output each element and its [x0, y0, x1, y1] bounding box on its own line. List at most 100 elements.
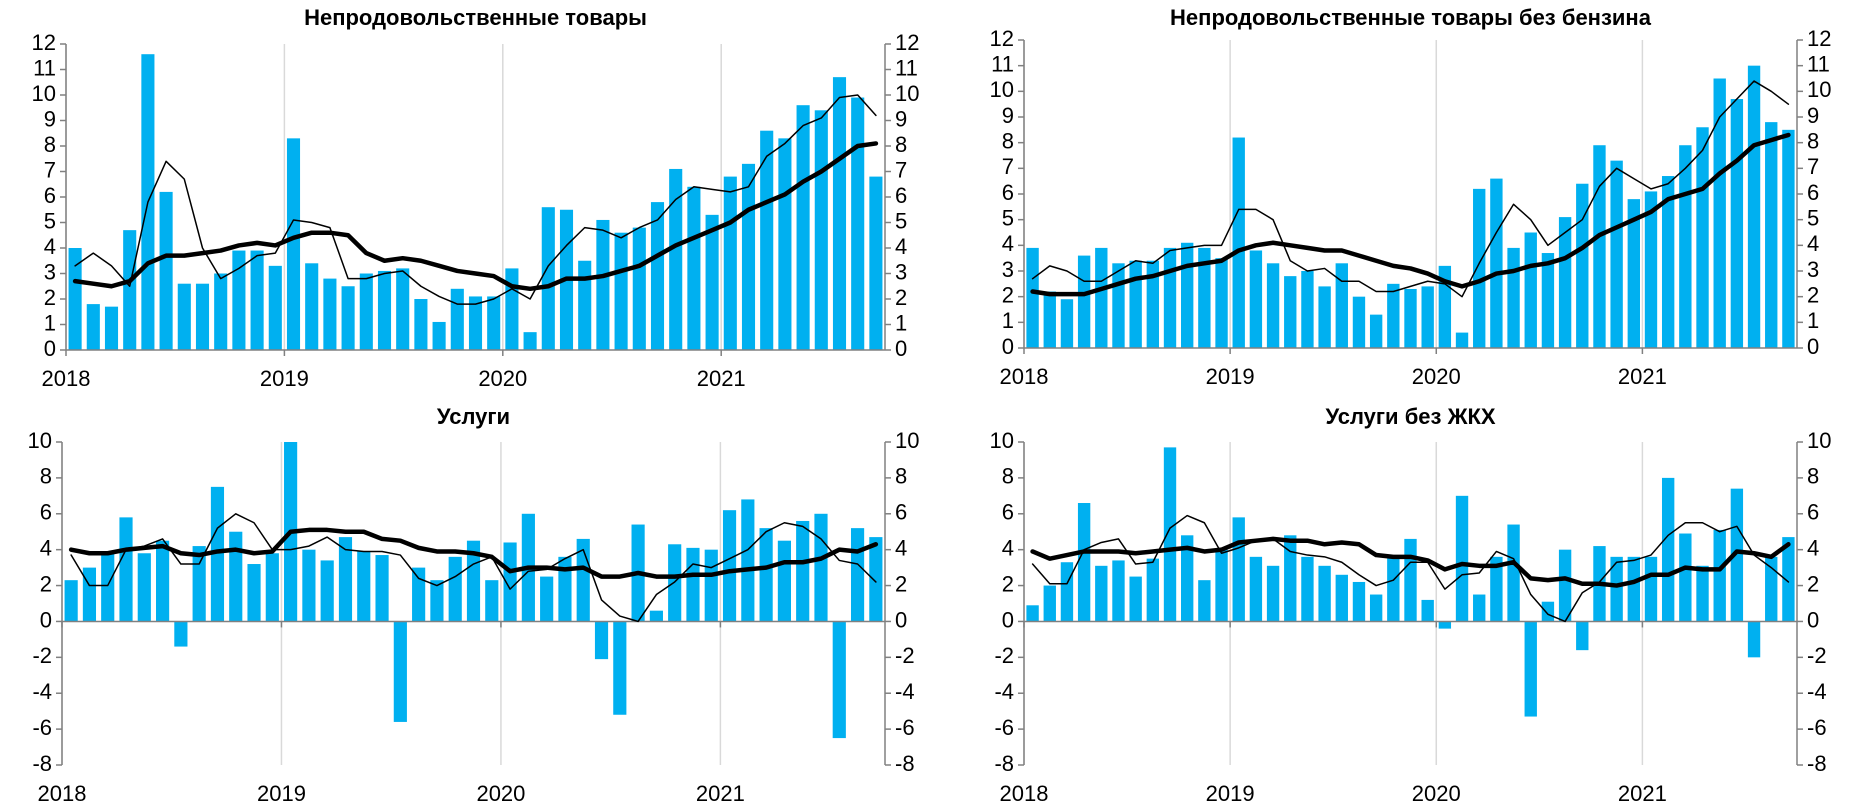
bar — [1146, 260, 1160, 348]
y2-tick-label: 5 — [895, 208, 907, 233]
bar — [1747, 65, 1761, 349]
y-tick-label: 2 — [1002, 282, 1014, 307]
line — [1030, 132, 1791, 297]
y2-tick-label: -8 — [1807, 751, 1827, 776]
bar — [302, 549, 316, 622]
y-tick-label: -2 — [994, 643, 1014, 668]
y2-tick-label: 6 — [895, 183, 907, 208]
y-tick-label: -8 — [32, 751, 52, 776]
bar — [1627, 556, 1640, 622]
bar — [156, 540, 170, 622]
bar — [1627, 199, 1640, 348]
bar — [705, 214, 719, 350]
bar — [1249, 556, 1263, 622]
bar — [104, 306, 119, 350]
y2-tick-label: 11 — [1807, 51, 1830, 76]
bar — [650, 202, 665, 350]
y-tick-label: 2 — [1002, 571, 1014, 596]
bar — [1043, 291, 1056, 348]
x-tick-label: 2021 — [1618, 364, 1667, 389]
bar — [1060, 299, 1074, 348]
x-tick-label: 2018 — [42, 366, 91, 391]
bar — [82, 567, 97, 622]
x-tick-label: 2021 — [697, 366, 746, 391]
bar — [1301, 271, 1314, 348]
y-tick-label: 8 — [1002, 464, 1014, 489]
y-tick-label: 6 — [1002, 500, 1014, 525]
bar — [357, 551, 371, 622]
y-tick-label: 0 — [40, 607, 52, 632]
y-tick-label: -2 — [32, 643, 52, 668]
y2-tick-label: 2 — [1807, 571, 1819, 596]
y2-tick-label: -6 — [895, 715, 915, 740]
bar — [250, 250, 264, 350]
bar — [1747, 621, 1761, 658]
y2-tick-label: -8 — [895, 751, 915, 776]
bar — [320, 560, 334, 622]
bar — [1232, 517, 1245, 622]
bar — [1541, 601, 1555, 622]
bar — [523, 332, 537, 350]
bar — [1593, 145, 1606, 348]
y-tick-label: 0 — [1002, 607, 1014, 632]
bar — [649, 610, 663, 622]
y2-tick-label: -4 — [1807, 679, 1827, 704]
bar — [687, 186, 701, 350]
y2-tick-label: 4 — [895, 234, 907, 259]
y2-tick-label: 12 — [895, 30, 919, 55]
bar — [430, 580, 444, 622]
bar — [68, 248, 82, 350]
x-tick-label: 2018 — [38, 781, 87, 806]
y-tick-label: 12 — [32, 30, 56, 55]
y2-tick-label: 4 — [1807, 535, 1819, 560]
bar — [1524, 621, 1537, 717]
bar — [192, 546, 206, 622]
y2-tick-label: 0 — [895, 607, 907, 632]
bar — [1146, 558, 1160, 622]
bar — [268, 265, 282, 350]
bar — [396, 268, 410, 350]
x-tick-label: 2020 — [476, 781, 525, 806]
bar — [210, 486, 225, 622]
bar — [1369, 594, 1383, 622]
bar — [1352, 581, 1366, 622]
bar — [1782, 537, 1795, 622]
y2-tick-label: 3 — [1807, 257, 1819, 282]
y-tick-label: 11 — [33, 55, 56, 80]
bar — [1524, 232, 1537, 348]
bar — [1404, 288, 1417, 348]
y-tick-label: 3 — [44, 259, 56, 284]
bar — [86, 304, 100, 350]
y-tick-label: 4 — [1002, 231, 1014, 256]
y2-tick-label: 6 — [1807, 500, 1819, 525]
bar — [177, 283, 191, 350]
y-tick-label: 4 — [44, 234, 56, 259]
bar — [1404, 538, 1417, 622]
bar — [1576, 183, 1589, 348]
bar — [1266, 565, 1280, 622]
bar — [1112, 560, 1125, 622]
bar — [1095, 565, 1108, 622]
y-tick-label: 10 — [990, 428, 1014, 453]
x-tick-label: 2020 — [1412, 364, 1461, 389]
y2-tick-label: 5 — [1807, 205, 1819, 230]
bar — [1215, 258, 1228, 348]
bar — [286, 138, 301, 350]
bar — [1026, 247, 1039, 348]
bar — [174, 621, 188, 647]
y-tick-label: 7 — [1002, 154, 1014, 179]
bar — [137, 553, 151, 622]
bar — [1181, 535, 1194, 622]
y-tick-label: 3 — [1002, 257, 1014, 282]
bar — [1266, 263, 1280, 348]
bar — [1644, 556, 1658, 622]
bar — [1198, 580, 1211, 622]
bar — [505, 268, 519, 350]
bar — [1679, 533, 1692, 622]
bar — [412, 567, 426, 622]
bar — [159, 191, 173, 350]
chart-title: Услуги без ЖКХ — [1325, 404, 1495, 429]
bar — [632, 227, 646, 350]
y2-tick-label: 8 — [1807, 464, 1819, 489]
y2-tick-label: 12 — [1807, 26, 1831, 51]
